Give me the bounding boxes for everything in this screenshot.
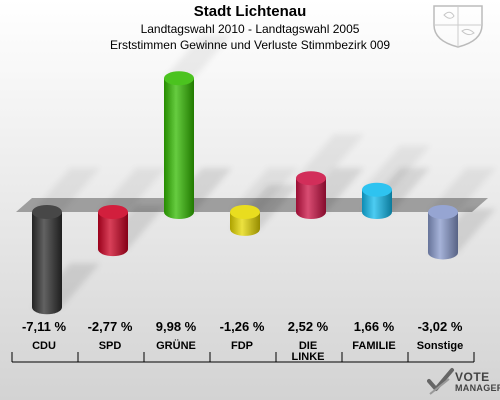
bar-shadow <box>362 145 430 190</box>
bar-bottom-cap <box>296 205 326 219</box>
category-label: DIE <box>299 340 317 352</box>
category-label: SPD <box>99 340 122 352</box>
chart-subtitle-2: Erststimmen Gewinne und Verluste Stimmbe… <box>109 38 391 52</box>
bar-shadow <box>32 168 100 212</box>
bar-shadow <box>164 34 232 79</box>
chart-title: Stadt Lichtenau <box>193 3 307 20</box>
bar-shadow <box>98 168 166 212</box>
category-label: CDU <box>32 340 56 352</box>
chart-subtitle: Landtagswahl 2010 - Landtagswahl 2005 <box>140 22 360 36</box>
bar-shadow <box>230 168 298 212</box>
bar-top-cap <box>230 205 260 219</box>
brand-line-1: VOTE <box>455 370 490 384</box>
category-label: FAMILIE <box>352 340 395 352</box>
bar-bottom-cap <box>230 221 260 236</box>
bar-top-cap <box>362 182 392 197</box>
bar-bottom-cap <box>362 205 392 219</box>
bar-bottom-cap <box>164 205 194 219</box>
vote-manager-check-icon <box>427 368 454 395</box>
bar-shadow <box>428 168 496 212</box>
bar-top-cap <box>164 71 194 86</box>
category-label: GRÜNE <box>156 339 196 352</box>
value-label: 1,66 % <box>354 319 395 334</box>
bar-top-cap <box>98 205 128 219</box>
bar-cdu <box>32 212 62 308</box>
category-label: Sonstige <box>417 340 463 352</box>
coat-of-arms-icon <box>433 5 483 48</box>
brand-line-2: MANAGER <box>455 383 500 393</box>
value-label: 2,52 % <box>288 319 329 334</box>
category-label: FDP <box>231 340 253 352</box>
bar-shadow <box>296 134 364 179</box>
category-label: LINKE <box>292 351 325 363</box>
value-label: -3,02 % <box>418 319 463 334</box>
value-label: -1,26 % <box>220 319 265 334</box>
bar-top-cap <box>296 171 326 186</box>
value-label: -2,77 % <box>88 319 133 334</box>
bar-grüne <box>164 78 194 212</box>
bar-top-cap <box>428 205 458 219</box>
bar-top-cap <box>32 205 62 219</box>
value-label: -7,11 % <box>22 319 67 334</box>
bar-bottom-cap <box>98 242 128 257</box>
bar-bottom-cap <box>32 300 62 315</box>
bar-bottom-cap <box>428 245 458 260</box>
value-label: 9,98 % <box>156 319 197 334</box>
vote-manager-logo: VOTE MANAGER <box>427 367 500 397</box>
